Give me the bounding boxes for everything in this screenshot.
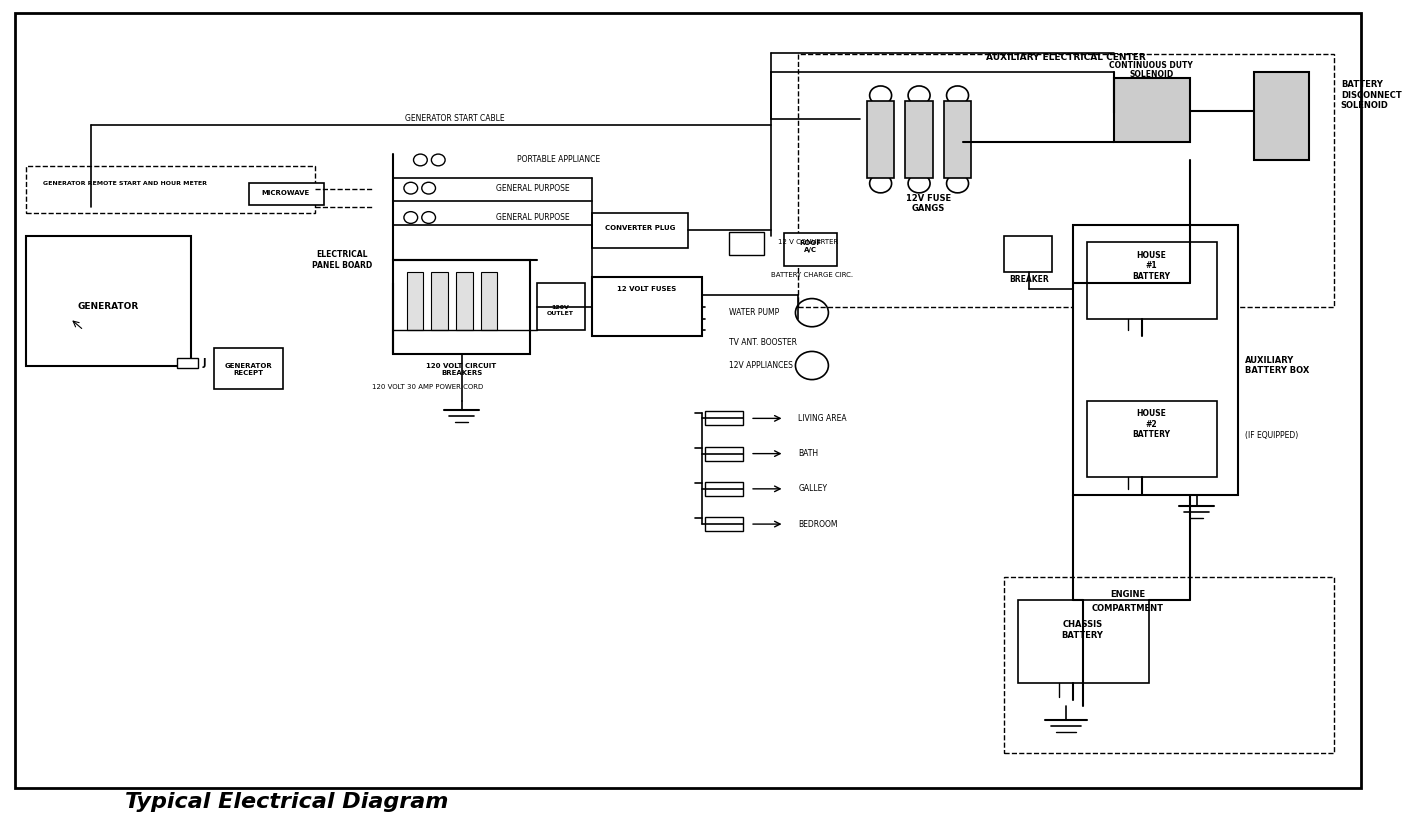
Text: 120 VOLT CIRCUIT
BREAKERS: 120 VOLT CIRCUIT BREAKERS: [426, 362, 496, 375]
Text: (IF EQUIPPED): (IF EQUIPPED): [1245, 431, 1299, 441]
Bar: [455, 271, 472, 330]
Text: CHASSIS
BATTERY: CHASSIS BATTERY: [1062, 620, 1104, 639]
Bar: [705, 517, 743, 531]
Bar: [1004, 236, 1052, 271]
Text: CONVERTER PLUG: CONVERTER PLUG: [605, 225, 675, 231]
Text: BREAKER: BREAKER: [1010, 276, 1049, 285]
Bar: [592, 213, 688, 248]
Text: J: J: [203, 358, 206, 368]
Text: 12 V CONVERTER: 12 V CONVERTER: [777, 239, 838, 245]
Bar: [705, 446, 743, 460]
Text: AUXILIARY
BATTERY BOX: AUXILIARY BATTERY BOX: [1245, 356, 1308, 375]
Bar: [1018, 601, 1149, 682]
Text: HOUSE
#1
BATTERY: HOUSE #1 BATTERY: [1132, 251, 1170, 280]
Text: 12V APPLIANCES: 12V APPLIANCES: [729, 361, 794, 370]
Bar: [537, 283, 585, 330]
Bar: [592, 277, 702, 336]
Bar: [406, 271, 423, 330]
Bar: [729, 232, 764, 255]
Bar: [1073, 224, 1238, 495]
Text: BATTERY
DISCONNECT
SOLENOID: BATTERY DISCONNECT SOLENOID: [1341, 81, 1402, 111]
Text: COMPARTMENT: COMPARTMENT: [1091, 604, 1163, 613]
Text: 120V
OUTLET: 120V OUTLET: [547, 305, 574, 316]
Bar: [431, 271, 448, 330]
Text: PORTABLE APPLIANCE: PORTABLE APPLIANCE: [516, 155, 599, 164]
Bar: [705, 412, 743, 426]
Bar: [1255, 72, 1310, 160]
Bar: [214, 348, 283, 389]
Bar: [798, 54, 1334, 307]
Text: GENERATOR START CABLE: GENERATOR START CABLE: [405, 115, 505, 124]
Text: GENERAL PURPOSE: GENERAL PURPOSE: [496, 184, 570, 193]
Text: AUXILIARY ELECTRICAL CENTER: AUXILIARY ELECTRICAL CENTER: [986, 54, 1146, 62]
Text: GENERAL PURPOSE: GENERAL PURPOSE: [496, 213, 570, 222]
Text: GENERATOR
RECEPT: GENERATOR RECEPT: [224, 362, 272, 375]
Text: ROOF
A/C: ROOF A/C: [799, 240, 822, 253]
Text: 12 VOLT FUSES: 12 VOLT FUSES: [618, 286, 677, 292]
Bar: [943, 101, 971, 177]
Bar: [1087, 401, 1217, 477]
Text: WATER PUMP: WATER PUMP: [729, 309, 780, 317]
Text: ELECTRICAL
PANEL BOARD: ELECTRICAL PANEL BOARD: [312, 250, 372, 270]
Text: LIVING AREA: LIVING AREA: [798, 414, 847, 423]
Text: CONTINUOUS DUTY: CONTINUOUS DUTY: [1110, 62, 1193, 70]
Text: ENGINE: ENGINE: [1110, 590, 1145, 599]
Bar: [1004, 577, 1334, 753]
Text: SOLENOID: SOLENOID: [1129, 70, 1173, 78]
Bar: [905, 101, 933, 177]
Bar: [784, 233, 836, 266]
Bar: [867, 101, 894, 177]
Bar: [481, 271, 498, 330]
Bar: [1087, 243, 1217, 318]
Text: Typical Electrical Diagram: Typical Electrical Diagram: [125, 793, 448, 813]
Text: MICROWAVE: MICROWAVE: [262, 190, 310, 196]
Text: GENERATOR REMOTE START AND HOUR METER: GENERATOR REMOTE START AND HOUR METER: [44, 181, 207, 186]
Text: GENERATOR: GENERATOR: [78, 302, 140, 311]
Bar: [178, 359, 197, 368]
Bar: [27, 236, 190, 365]
Text: GALLEY: GALLEY: [798, 484, 828, 493]
Bar: [705, 482, 743, 496]
Text: TV ANT. BOOSTER: TV ANT. BOOSTER: [729, 337, 798, 346]
Text: 120 VOLT 30 AMP POWER CORD: 120 VOLT 30 AMP POWER CORD: [372, 384, 482, 389]
Text: HOUSE
#2
BATTERY: HOUSE #2 BATTERY: [1132, 409, 1170, 439]
Bar: [27, 166, 314, 213]
Bar: [393, 260, 530, 354]
Bar: [248, 183, 324, 205]
Text: BATH: BATH: [798, 449, 818, 458]
Text: BEDROOM: BEDROOM: [798, 520, 838, 529]
Text: BATTERY CHARGE CIRC.: BATTERY CHARGE CIRC.: [771, 272, 853, 278]
Text: 12V FUSE
GANGS: 12V FUSE GANGS: [907, 194, 952, 213]
Bar: [1114, 78, 1190, 143]
